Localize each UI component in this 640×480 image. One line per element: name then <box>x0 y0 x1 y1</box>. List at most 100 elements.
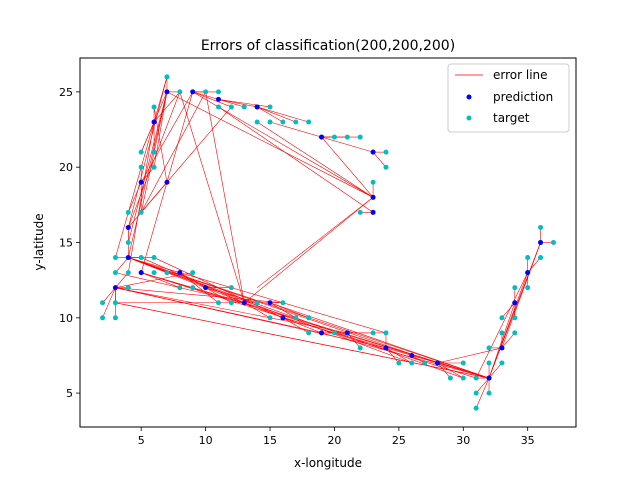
target-point <box>486 360 492 366</box>
error-line <box>141 257 245 304</box>
target-point <box>267 315 273 321</box>
target-point <box>357 345 363 351</box>
target-point <box>138 209 144 215</box>
error-line <box>218 106 374 213</box>
target-point <box>138 149 144 155</box>
target-point <box>486 390 492 396</box>
prediction-point <box>435 360 441 366</box>
error-line <box>128 91 168 243</box>
error-line <box>244 302 490 379</box>
error-line <box>115 302 490 379</box>
prediction-point <box>164 89 170 95</box>
target-point <box>112 255 118 261</box>
prediction-point <box>525 270 531 276</box>
target-point <box>112 270 118 276</box>
target-point <box>151 270 157 276</box>
error-line <box>257 106 309 123</box>
error-line <box>128 91 181 228</box>
target-point <box>447 375 453 381</box>
target-point <box>151 104 157 110</box>
prediction-point <box>164 179 170 185</box>
target-point <box>499 360 505 366</box>
legend-label-error-line: error line <box>493 68 548 82</box>
prediction-point <box>203 285 209 291</box>
target-point <box>538 224 544 230</box>
prediction-point <box>138 270 144 276</box>
target-point <box>331 134 337 140</box>
target-point <box>383 330 389 336</box>
target-point <box>177 285 183 291</box>
error-line <box>385 347 412 364</box>
target-point <box>112 315 118 321</box>
error-line <box>475 377 490 409</box>
target-point <box>538 255 544 261</box>
prediction-point <box>241 300 247 306</box>
y-tick-label: 15 <box>59 237 73 250</box>
error-line <box>256 121 374 198</box>
error-line <box>140 106 232 213</box>
x-axis-label: x-longitude <box>294 456 362 470</box>
error-line <box>192 91 374 198</box>
x-tick-label: 20 <box>327 434 341 447</box>
target-point <box>125 285 131 291</box>
target-point <box>125 270 131 276</box>
target-point <box>357 134 363 140</box>
legend: error line prediction target <box>447 63 570 133</box>
x-tick-label: 25 <box>392 434 406 447</box>
error-line <box>437 362 451 379</box>
error-line <box>501 332 516 349</box>
error-line <box>488 362 503 379</box>
prediction-point <box>538 240 544 245</box>
target-point <box>293 119 299 125</box>
target-point <box>473 375 479 381</box>
legend-box <box>447 63 570 133</box>
prediction-point <box>319 330 325 336</box>
prediction-point <box>215 96 221 102</box>
prediction-point <box>512 300 518 306</box>
target-point <box>512 285 518 291</box>
error-line <box>437 347 502 364</box>
target-point <box>370 179 376 185</box>
target-point <box>267 104 273 110</box>
target-point <box>138 164 144 170</box>
prediction-point <box>383 345 389 351</box>
error-line <box>128 257 412 364</box>
error-line <box>115 287 283 304</box>
prediction-point <box>177 270 183 276</box>
y-tick-label: 5 <box>66 387 73 400</box>
target-point <box>550 240 556 245</box>
target-point <box>254 300 260 306</box>
error-line <box>141 272 180 288</box>
target-point <box>525 255 531 261</box>
error-line <box>321 136 374 198</box>
target-point <box>357 209 363 215</box>
target-point <box>215 300 221 306</box>
prediction-point <box>151 119 157 125</box>
prediction-point <box>409 352 415 358</box>
legend-prediction-marker <box>466 94 472 100</box>
prediction-point <box>370 194 376 200</box>
error-line <box>282 317 309 334</box>
error-line <box>153 91 181 123</box>
target-point <box>100 300 106 306</box>
error-line <box>218 99 258 108</box>
error-line <box>115 121 155 258</box>
chart-title: Errors of classification(200,200,200) <box>201 38 455 54</box>
error-line <box>128 121 155 273</box>
error-line <box>102 287 116 303</box>
x-tick-label: 35 <box>521 434 535 447</box>
target-point <box>177 89 183 95</box>
target-point <box>215 104 221 110</box>
y-axis-ticks: 5 10 15 20 25 <box>59 86 80 400</box>
target-point <box>190 285 196 291</box>
target-point <box>486 345 492 351</box>
legend-label-prediction: prediction <box>493 90 553 104</box>
error-line <box>282 317 322 334</box>
target-point <box>473 405 479 411</box>
error-line <box>140 91 206 213</box>
prediction-point <box>112 285 118 291</box>
y-tick-label: 10 <box>59 312 73 325</box>
error-line <box>192 91 232 108</box>
error-line <box>218 99 271 108</box>
target-point <box>460 375 466 381</box>
